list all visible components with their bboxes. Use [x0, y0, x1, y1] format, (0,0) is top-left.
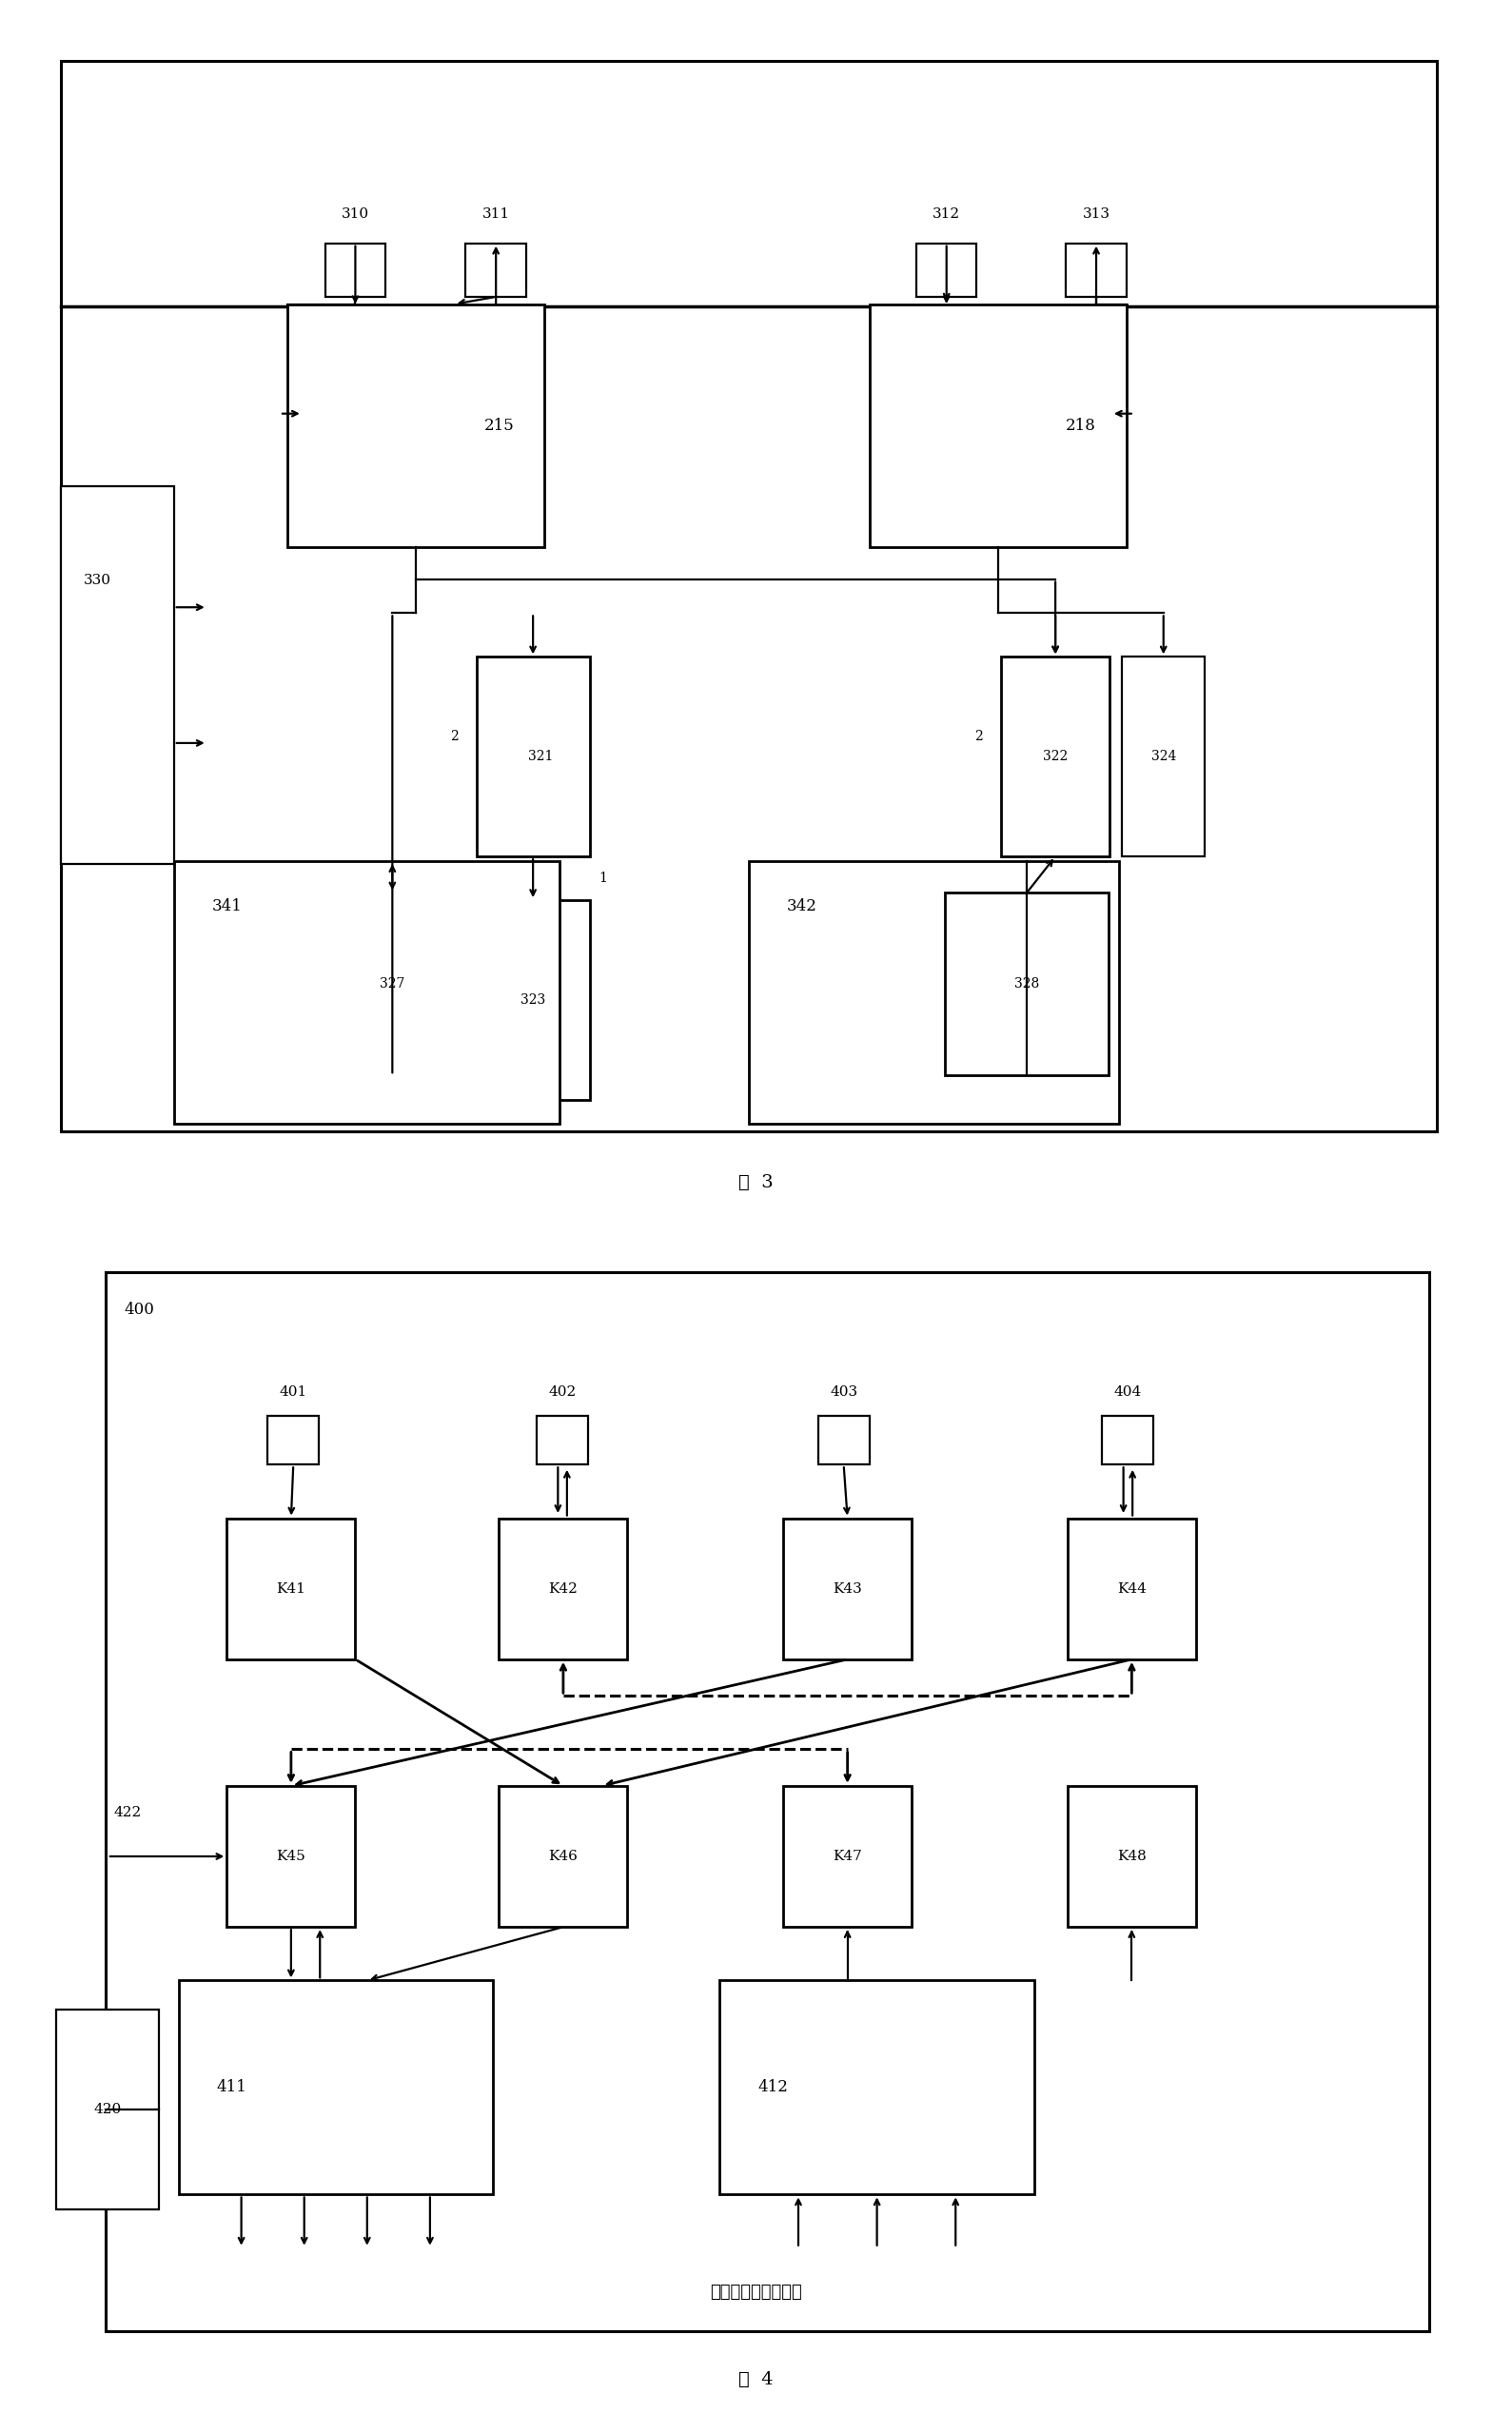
- Text: 420: 420: [94, 2102, 121, 2117]
- Bar: [916, 243, 977, 297]
- Text: 321: 321: [528, 749, 553, 764]
- Bar: [336, 893, 449, 1075]
- Bar: [1102, 1416, 1154, 1465]
- Text: 322: 322: [1043, 749, 1067, 764]
- Text: 327: 327: [380, 978, 405, 990]
- Text: 330: 330: [83, 574, 110, 586]
- Text: 402: 402: [549, 1384, 576, 1399]
- Text: K44: K44: [1117, 1581, 1146, 1596]
- Text: 324: 324: [1151, 749, 1176, 764]
- Text: 图  4: 图 4: [738, 2370, 774, 2389]
- Text: 313: 313: [1083, 207, 1110, 221]
- Text: 信号接口和监测控制: 信号接口和监测控制: [711, 2282, 801, 2302]
- Bar: [1067, 1786, 1196, 1927]
- Bar: [783, 1518, 912, 1659]
- Bar: [748, 861, 1119, 1124]
- Text: 403: 403: [830, 1384, 857, 1399]
- Bar: [1067, 1518, 1196, 1659]
- Bar: [945, 893, 1108, 1075]
- Bar: [783, 1786, 912, 1927]
- Bar: [227, 1786, 355, 1927]
- Bar: [476, 900, 590, 1100]
- Text: 310: 310: [342, 207, 369, 221]
- Bar: [60, 487, 174, 864]
- Text: 图  3: 图 3: [738, 1173, 774, 1192]
- Bar: [56, 2010, 159, 2209]
- Bar: [60, 61, 1436, 1131]
- Bar: [869, 304, 1126, 547]
- Bar: [227, 1518, 355, 1659]
- Text: K43: K43: [833, 1581, 862, 1596]
- Text: 215: 215: [484, 418, 514, 433]
- Bar: [499, 1518, 627, 1659]
- Text: 311: 311: [482, 207, 510, 221]
- Text: 328: 328: [1015, 978, 1039, 990]
- Text: 2: 2: [449, 730, 458, 744]
- Bar: [106, 1272, 1429, 2331]
- Text: K48: K48: [1117, 1849, 1146, 1864]
- Bar: [818, 1416, 869, 1465]
- Bar: [1001, 657, 1110, 856]
- Bar: [1066, 243, 1126, 297]
- Bar: [268, 1416, 319, 1465]
- Text: 412: 412: [758, 2080, 788, 2095]
- Text: 400: 400: [124, 1302, 154, 1319]
- Text: K47: K47: [833, 1849, 862, 1864]
- Text: 312: 312: [933, 207, 960, 221]
- Text: 218: 218: [1066, 418, 1096, 433]
- Bar: [537, 1416, 588, 1465]
- Text: 404: 404: [1114, 1384, 1142, 1399]
- Bar: [174, 861, 559, 1124]
- Text: K41: K41: [277, 1581, 305, 1596]
- Text: 342: 342: [786, 898, 816, 915]
- Bar: [325, 243, 386, 297]
- Text: 401: 401: [280, 1384, 307, 1399]
- Text: K42: K42: [549, 1581, 578, 1596]
- Text: 1: 1: [599, 871, 608, 886]
- Text: 2: 2: [974, 730, 983, 744]
- Bar: [287, 304, 544, 547]
- Text: 341: 341: [212, 898, 242, 915]
- Bar: [720, 1980, 1034, 2195]
- Bar: [1122, 657, 1205, 856]
- Text: 323: 323: [520, 993, 546, 1007]
- Text: K45: K45: [277, 1849, 305, 1864]
- Bar: [178, 1980, 493, 2195]
- Bar: [476, 657, 590, 856]
- Text: K46: K46: [549, 1849, 578, 1864]
- Text: 422: 422: [113, 1805, 141, 1820]
- Text: 411: 411: [216, 2080, 246, 2095]
- Bar: [466, 243, 526, 297]
- Bar: [499, 1786, 627, 1927]
